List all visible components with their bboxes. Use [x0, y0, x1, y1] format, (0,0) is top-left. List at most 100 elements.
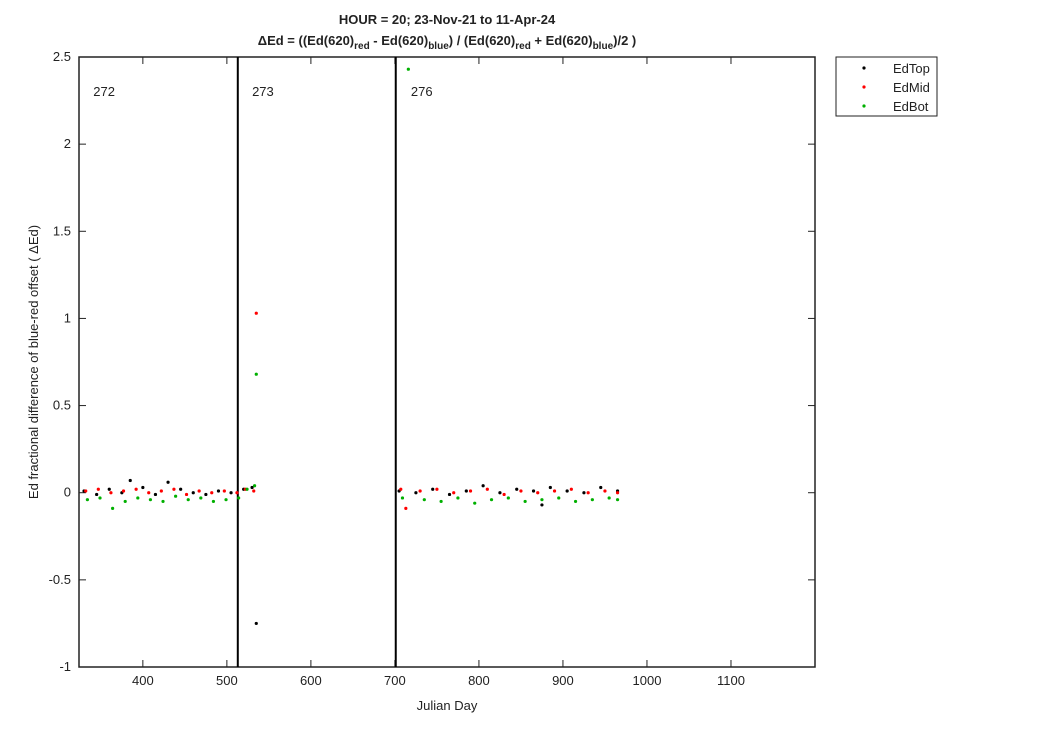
- legend-label: EdMid: [893, 80, 930, 95]
- point: [95, 492, 99, 497]
- point: [464, 489, 468, 493]
- point: [254, 311, 258, 315]
- point: [603, 489, 607, 493]
- point: [216, 489, 221, 493]
- point: [166, 480, 170, 484]
- point: [252, 489, 256, 493]
- y-tick-label: 0.5: [53, 398, 71, 413]
- annotation: 272: [93, 84, 115, 99]
- point: [590, 498, 594, 502]
- x-tick-label: 1000: [633, 673, 662, 688]
- point: [222, 489, 226, 493]
- point: [98, 496, 102, 500]
- annotation: 273: [252, 84, 274, 99]
- subscript: blue: [428, 41, 449, 52]
- point: [447, 492, 452, 497]
- point: [191, 491, 195, 495]
- plot-area: [78, 56, 816, 668]
- subtitle-part: )/2 ): [613, 33, 636, 48]
- point: [456, 496, 460, 500]
- point: [586, 491, 590, 495]
- point: [148, 498, 153, 502]
- point: [109, 491, 113, 495]
- point: [404, 506, 408, 510]
- point: [197, 489, 201, 493]
- point: [107, 487, 111, 491]
- y-tick-label: -0.5: [49, 572, 71, 587]
- point: [548, 485, 552, 490]
- point: [400, 496, 405, 500]
- point: [473, 501, 477, 505]
- point: [134, 487, 138, 491]
- point: [186, 498, 190, 502]
- x-axis-label: Julian Day: [417, 698, 478, 713]
- point: [431, 487, 435, 491]
- y-tick-label: -1: [59, 659, 71, 674]
- point: [250, 485, 254, 490]
- point: [141, 485, 145, 490]
- x-tick-label: 400: [132, 673, 154, 688]
- subtitle-part: + Ed(620): [531, 33, 593, 48]
- point: [199, 496, 203, 500]
- x-tick-label: 600: [300, 673, 322, 688]
- point: [184, 492, 189, 497]
- y-tick-label: 2: [64, 136, 71, 151]
- point: [172, 487, 176, 491]
- point: [179, 487, 183, 491]
- subtitle-part: ΔEd = ((Ed(620): [258, 33, 354, 48]
- point: [204, 492, 208, 497]
- point: [519, 489, 523, 493]
- point: [515, 487, 519, 491]
- point: [489, 498, 494, 502]
- point: [615, 491, 620, 495]
- point: [245, 487, 249, 491]
- point: [599, 485, 603, 490]
- point: [254, 372, 258, 376]
- point: [136, 496, 140, 500]
- point: [540, 498, 544, 502]
- point: [573, 499, 578, 504]
- point: [615, 498, 620, 502]
- point: [557, 496, 561, 500]
- subscript: blue: [593, 41, 614, 52]
- x-tick-label: 900: [552, 673, 574, 688]
- chart-subtitle: ΔEd = ((Ed(620)red - Ed(620)blue) / (Ed(…: [258, 33, 637, 52]
- point: [502, 492, 506, 497]
- point: [414, 491, 418, 495]
- point: [418, 489, 422, 493]
- point: [96, 487, 100, 491]
- point: [531, 489, 536, 493]
- legend-marker: [862, 85, 866, 89]
- point: [468, 489, 473, 493]
- point: [254, 621, 258, 626]
- point: [582, 491, 586, 495]
- subtitle-part: ) / (Ed(620): [449, 33, 515, 48]
- y-axis-label: Ed fractional difference of blue-red off…: [26, 225, 41, 499]
- point: [452, 491, 456, 495]
- point: [506, 496, 510, 500]
- point: [607, 496, 611, 500]
- point: [235, 491, 239, 495]
- x-tick-label: 1100: [717, 673, 745, 688]
- point: [153, 492, 158, 497]
- x-tick-label: 700: [384, 673, 406, 688]
- point: [121, 489, 126, 493]
- point: [111, 506, 115, 510]
- point: [159, 489, 163, 493]
- point: [84, 489, 88, 493]
- point: [523, 499, 527, 504]
- point: [174, 494, 178, 498]
- point: [128, 478, 132, 483]
- point: [439, 499, 443, 504]
- point: [237, 496, 241, 500]
- point: [435, 487, 439, 491]
- y-tick-label: 1.5: [53, 223, 71, 238]
- point: [211, 499, 216, 504]
- x-tick-label: 500: [216, 673, 238, 688]
- legend-marker: [862, 66, 866, 70]
- chart-title: HOUR = 20; 23-Nov-21 to 11-Apr-24: [339, 12, 556, 27]
- point: [224, 498, 228, 502]
- subscript: red: [354, 41, 370, 52]
